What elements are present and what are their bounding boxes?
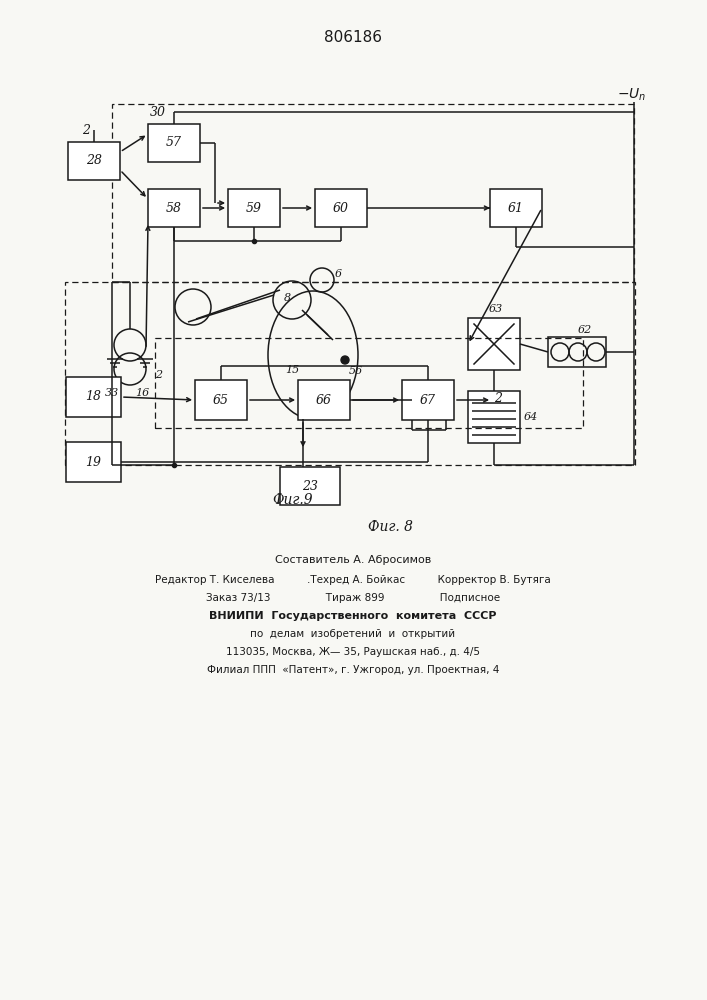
- Text: $-U_n$: $-U_n$: [617, 87, 646, 103]
- Text: 2: 2: [155, 370, 162, 380]
- Text: 18: 18: [86, 390, 102, 403]
- Text: 57: 57: [166, 136, 182, 149]
- Bar: [468, 391, 520, 443]
- Text: 113035, Москва, Ж— 35, Раушская наб., д. 4/5: 113035, Москва, Ж— 35, Раушская наб., д.…: [226, 647, 480, 657]
- Text: 65: 65: [213, 393, 229, 406]
- Text: 62: 62: [578, 325, 592, 335]
- Text: 6: 6: [335, 269, 342, 279]
- Text: Редактор Т. Киселева          .Техред А. Бойкас          Корректор В. Бутяга: Редактор Т. Киселева .Техред А. Бойкас К…: [155, 575, 551, 585]
- Bar: [228, 189, 280, 227]
- Text: Фиг. 8: Фиг. 8: [368, 520, 412, 534]
- Text: 33: 33: [105, 388, 119, 398]
- Text: 30: 30: [150, 105, 166, 118]
- Bar: [315, 189, 367, 227]
- Text: 806186: 806186: [324, 29, 382, 44]
- Bar: [65, 282, 635, 465]
- Text: 23: 23: [302, 480, 318, 492]
- Text: 16: 16: [135, 388, 149, 398]
- Text: 63: 63: [489, 304, 503, 314]
- Text: 58: 58: [166, 202, 182, 215]
- Text: 19: 19: [86, 456, 102, 468]
- Bar: [402, 380, 454, 420]
- Text: 8: 8: [284, 293, 291, 303]
- Text: 28: 28: [86, 154, 102, 167]
- Bar: [155, 338, 583, 428]
- Text: 2: 2: [494, 391, 502, 404]
- Text: 67: 67: [420, 393, 436, 406]
- Text: по  делам  изобретений  и  открытий: по делам изобретений и открытий: [250, 629, 455, 639]
- Bar: [148, 124, 200, 162]
- Text: 2: 2: [82, 123, 90, 136]
- Text: 64: 64: [524, 412, 538, 422]
- Bar: [468, 318, 520, 370]
- Text: Фиг.9: Фиг.9: [273, 493, 313, 507]
- Bar: [66, 377, 121, 417]
- Bar: [68, 142, 120, 180]
- Text: 60: 60: [333, 202, 349, 215]
- Circle shape: [341, 356, 349, 364]
- Bar: [195, 380, 247, 420]
- Text: 56: 56: [349, 366, 363, 376]
- Bar: [148, 189, 200, 227]
- Bar: [548, 337, 606, 367]
- Bar: [112, 104, 634, 282]
- Text: ВНИИПИ  Государственного  комитета  СССР: ВНИИПИ Государственного комитета СССР: [209, 611, 497, 621]
- Text: Филиал ППП  «Патент», г. Ужгород, ул. Проектная, 4: Филиал ППП «Патент», г. Ужгород, ул. Про…: [207, 665, 499, 675]
- Text: 61: 61: [508, 202, 524, 215]
- Bar: [298, 380, 350, 420]
- Text: Заказ 73/13                 Тираж 899                 Подписное: Заказ 73/13 Тираж 899 Подписное: [206, 593, 500, 603]
- Bar: [490, 189, 542, 227]
- Text: 59: 59: [246, 202, 262, 215]
- Bar: [280, 467, 340, 505]
- Bar: [66, 442, 121, 482]
- Text: 15: 15: [285, 365, 299, 375]
- Text: 66: 66: [316, 393, 332, 406]
- Text: Составитель А. Абросимов: Составитель А. Абросимов: [275, 555, 431, 565]
